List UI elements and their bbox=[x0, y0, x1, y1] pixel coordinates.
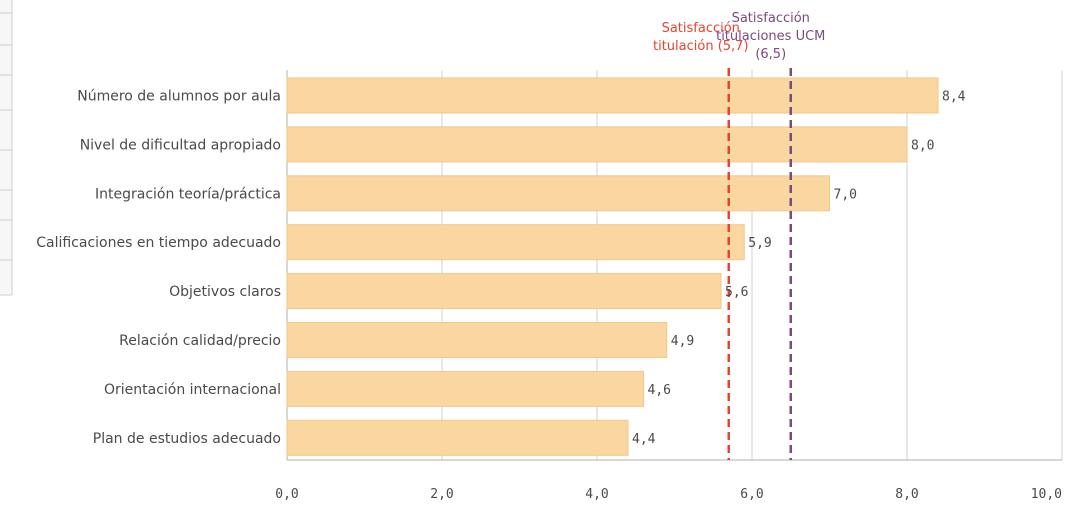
value-labels: 8,4 8,0 7,0 5,9 5,6 4,9 4,6 4,4 bbox=[632, 90, 966, 447]
x-tick-label: 0,0 bbox=[275, 487, 298, 502]
data-label: 8,0 bbox=[911, 138, 934, 153]
category-label: Nivel de dificultad apropiado bbox=[80, 137, 281, 153]
reference-line-label: Satisfacción bbox=[732, 11, 810, 26]
bar-6 bbox=[286, 322, 668, 358]
reference-line-label: titulaciones UCM bbox=[716, 29, 825, 44]
data-label: 5,6 bbox=[725, 285, 748, 300]
bar-8 bbox=[286, 419, 629, 456]
x-tick-labels: 0,0 2,0 4,0 6,0 8,0 10,0 bbox=[275, 487, 1062, 502]
category-label: Calificaciones en tiempo adecuado bbox=[36, 235, 281, 251]
x-tick-label: 8,0 bbox=[895, 487, 918, 502]
data-label: 4,9 bbox=[671, 334, 694, 349]
reference-line-label: (6,5) bbox=[755, 47, 786, 62]
bar-7 bbox=[286, 370, 644, 407]
category-label: Orientación internacional bbox=[104, 382, 281, 398]
bar-3 bbox=[286, 175, 830, 212]
x-tick-label: 10,0 bbox=[1031, 487, 1062, 502]
x-tick-label: 2,0 bbox=[430, 487, 453, 502]
x-tick-label: 4,0 bbox=[585, 487, 608, 502]
bar-1 bbox=[286, 77, 939, 114]
bar-5 bbox=[286, 273, 722, 310]
category-labels: Número de alumnos por aula Nivel de dific… bbox=[36, 89, 281, 447]
bar-4 bbox=[286, 224, 745, 261]
category-label: Integración teoría/práctica bbox=[95, 186, 281, 202]
left-panel-bg bbox=[0, 0, 12, 295]
category-label: Plan de estudios adecuado bbox=[93, 431, 281, 447]
data-label: 7,0 bbox=[834, 187, 857, 202]
reference-line-label: Satisfacción bbox=[662, 21, 740, 36]
left-panel-remnant bbox=[0, 0, 13, 296]
data-label: 4,6 bbox=[648, 383, 671, 398]
category-label: Objetivos claros bbox=[169, 284, 281, 300]
category-label: Número de alumnos por aula bbox=[77, 89, 281, 105]
data-label: 4,4 bbox=[632, 432, 656, 447]
reference-line-label: titulación (5,7) bbox=[653, 39, 749, 54]
category-label: Relación calidad/precio bbox=[119, 333, 281, 349]
bars bbox=[286, 77, 939, 456]
bar-2 bbox=[286, 126, 908, 163]
reference-lines: Satisfacción titulación (5,7) Satisfacción… bbox=[653, 11, 825, 460]
x-tick-label: 6,0 bbox=[740, 487, 763, 502]
data-label: 5,9 bbox=[748, 236, 771, 251]
data-label: 8,4 bbox=[942, 90, 966, 105]
